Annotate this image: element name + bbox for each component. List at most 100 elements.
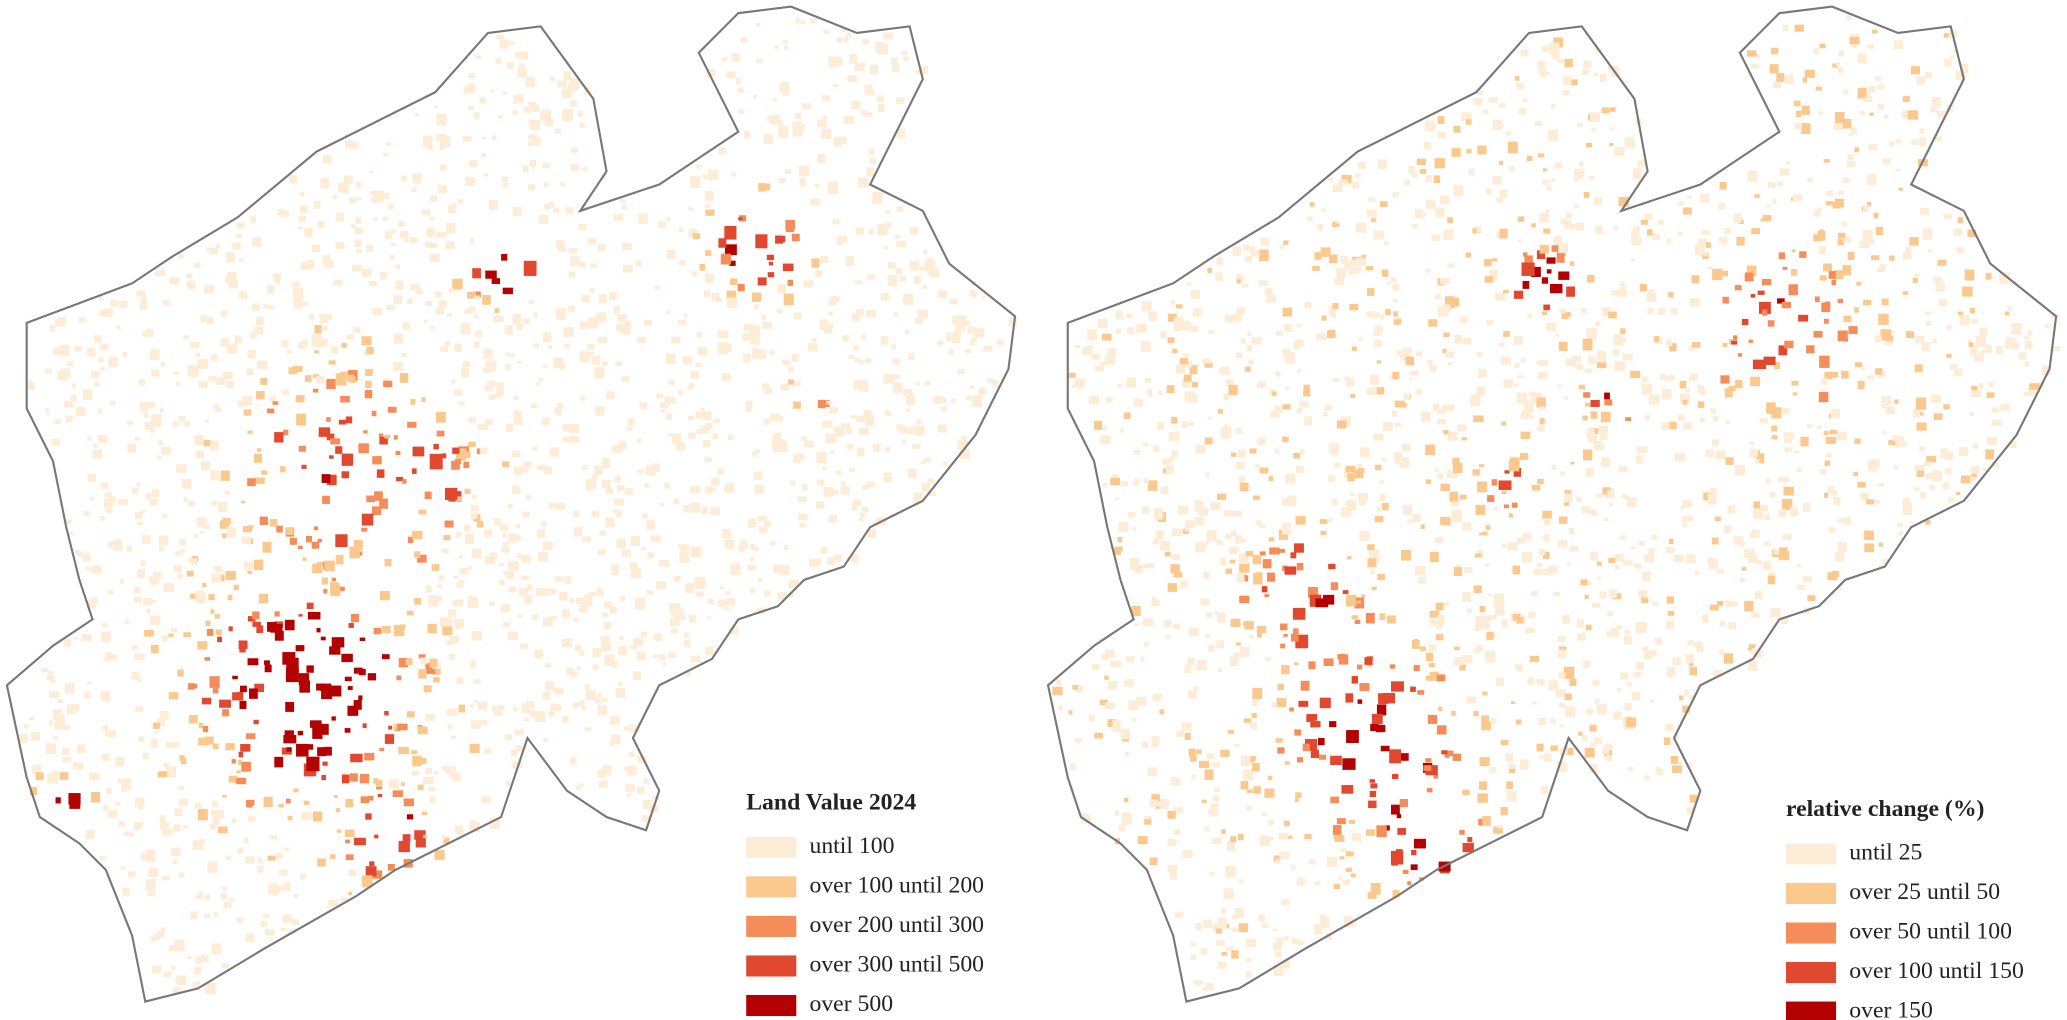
area-patch <box>1780 616 1788 624</box>
area-patch <box>1835 112 1845 124</box>
area-patch <box>1447 217 1453 224</box>
area-patch <box>1099 699 1108 706</box>
area-patch <box>764 134 773 145</box>
area-patch <box>278 803 284 808</box>
area-patch <box>210 469 220 481</box>
area-patch <box>369 861 375 867</box>
area-patch <box>1960 475 1971 484</box>
area-patch <box>1577 633 1586 641</box>
area-patch <box>347 686 353 691</box>
area-patch <box>414 598 422 605</box>
area-patch <box>471 505 479 512</box>
area-patch <box>1885 406 1896 415</box>
area-patch <box>610 606 617 614</box>
area-patch <box>224 490 231 495</box>
area-patch <box>1524 255 1533 266</box>
area-patch <box>209 823 217 830</box>
area-patch <box>1925 311 1931 316</box>
area-patch <box>48 720 54 726</box>
area-patch <box>1571 79 1578 86</box>
area-patch <box>1830 489 1838 496</box>
area-patch <box>1172 348 1178 354</box>
area-patch <box>799 165 809 177</box>
area-patch <box>865 481 875 488</box>
area-patch <box>630 567 642 579</box>
area-patch <box>251 303 260 311</box>
area-patch <box>220 470 230 481</box>
area-patch <box>919 65 928 74</box>
area-patch <box>1104 702 1116 710</box>
area-patch <box>101 631 112 638</box>
area-patch <box>1747 647 1752 651</box>
area-patch <box>1854 307 1859 313</box>
area-patch <box>665 403 670 407</box>
area-patch <box>1531 484 1541 491</box>
area-patch <box>1243 718 1252 723</box>
area-patch <box>151 965 162 974</box>
area-patch <box>1383 825 1390 831</box>
area-patch <box>1488 98 1493 103</box>
area-patch <box>1158 390 1163 395</box>
area-patch <box>1357 337 1363 342</box>
area-patch <box>542 738 549 743</box>
area-patch <box>1314 252 1322 260</box>
area-patch <box>1646 571 1651 575</box>
area-patch <box>1801 123 1811 135</box>
area-patch <box>1397 753 1409 761</box>
area-patch <box>220 893 228 900</box>
area-patch <box>1370 783 1378 789</box>
area-patch <box>596 312 607 323</box>
area-patch <box>1633 672 1642 678</box>
area-patch <box>473 679 481 684</box>
area-patch <box>655 581 666 590</box>
area-patch <box>877 223 888 236</box>
area-patch <box>1160 331 1167 339</box>
area-patch <box>1341 785 1354 794</box>
area-patch <box>754 304 759 310</box>
area-patch <box>644 482 649 488</box>
area-patch <box>933 395 943 404</box>
area-patch <box>495 390 504 397</box>
area-patch <box>1612 348 1620 356</box>
area-patch <box>194 803 202 808</box>
area-patch <box>1725 457 1734 465</box>
area-patch <box>828 515 838 523</box>
area-patch <box>548 503 559 510</box>
area-patch <box>604 601 613 609</box>
area-patch <box>1491 632 1497 638</box>
area-patch <box>437 185 447 194</box>
area-patch <box>1682 500 1693 508</box>
area-patch <box>315 339 325 348</box>
area-patch <box>1460 315 1468 324</box>
area-patch <box>1539 418 1545 425</box>
area-patch <box>1588 175 1595 180</box>
area-patch <box>1407 881 1412 886</box>
area-patch <box>425 714 436 721</box>
area-patch <box>1443 430 1449 435</box>
area-patch <box>704 204 710 209</box>
area-patch <box>804 440 814 448</box>
area-patch <box>1536 743 1544 752</box>
area-patch <box>1461 437 1468 441</box>
area-patch <box>1209 871 1215 876</box>
area-patch <box>884 209 890 214</box>
area-patch <box>54 718 66 730</box>
area-patch <box>1121 812 1132 825</box>
area-patch <box>1499 342 1505 347</box>
area-patch <box>1863 95 1873 103</box>
area-patch <box>1392 283 1399 291</box>
area-patch <box>1968 342 1974 347</box>
area-patch <box>1984 344 1992 353</box>
area-patch <box>1619 535 1626 540</box>
area-patch <box>515 523 521 529</box>
area-patch <box>801 436 808 441</box>
area-patch <box>1287 835 1293 839</box>
area-patch <box>431 665 441 675</box>
area-patch <box>248 688 258 699</box>
area-patch <box>1379 314 1385 320</box>
area-patch <box>1441 404 1447 410</box>
area-patch <box>691 547 702 558</box>
area-patch <box>507 631 518 641</box>
area-patch <box>469 237 475 243</box>
area-patch <box>566 667 574 675</box>
